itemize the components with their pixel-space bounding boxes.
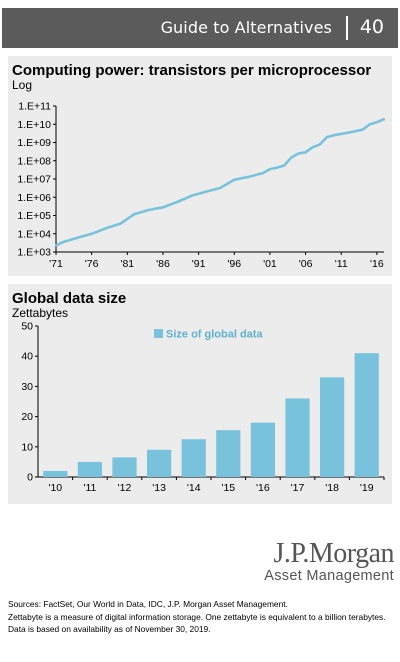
data-point [176, 200, 179, 204]
x-tick-label: '86 [156, 258, 170, 270]
x-tick-label: '11 [83, 482, 96, 494]
x-tick-label: '16 [370, 258, 384, 270]
bar-17 [285, 398, 310, 477]
page-header: Guide to Alternatives 40 [2, 8, 398, 48]
data-point [161, 206, 165, 209]
x-tick-label: '71 [49, 258, 63, 270]
y-tick-label: 20 [21, 411, 33, 423]
data-point [54, 244, 58, 247]
data-point [118, 222, 122, 226]
transistor-line-chart: 1.E+03 1.E+04 1.E+05 1.E+06 1.E+07 1.E+08 1.E+… [17, 101, 386, 270]
data-point [304, 151, 307, 154]
x-tick-label: '96 [227, 258, 241, 270]
logo-tagline: Asset Management [264, 568, 394, 584]
x-tick-label: '06 [299, 258, 313, 270]
chart-title: Global data size [12, 290, 127, 307]
y-tick-label: 1.E+03 [17, 247, 51, 259]
data-point [361, 128, 364, 131]
x-tick-label: '19 [360, 482, 374, 494]
bar-13 [146, 449, 172, 477]
header-divider [346, 16, 348, 40]
data-point [104, 227, 108, 230]
logo-name: J.P.Morgan [273, 538, 394, 569]
y-tick-label: 40 [21, 351, 33, 363]
transistor-series-line [55, 118, 385, 247]
data-point [282, 164, 286, 167]
x-tick-label: '81 [120, 258, 134, 270]
data-point [90, 232, 93, 235]
data-point [247, 175, 250, 179]
transistor-chart-panel: Computing power: transistors per micropr… [8, 56, 392, 276]
data-point [133, 212, 136, 216]
data-point [382, 117, 386, 121]
data-point [297, 152, 300, 155]
bar-10 [43, 470, 68, 477]
bar-19 [354, 353, 379, 477]
data-point [368, 123, 371, 126]
bar-18 [319, 377, 345, 477]
y-tick-label: 1.E+09 [17, 137, 51, 149]
chart-subtitle: Zettabytes [12, 306, 69, 320]
x-tick-label: '14 [187, 482, 201, 494]
footnotes: Sources: FactSet, Our World in Data, IDC… [8, 598, 396, 636]
data-point [275, 166, 279, 169]
data-point [325, 135, 329, 139]
x-tick-label: '10 [48, 482, 62, 494]
bar-11 [77, 461, 103, 477]
x-tick-label: '12 [118, 482, 132, 494]
x-tick-label: '11 [335, 258, 348, 270]
page-number: 40 [359, 16, 384, 38]
x-tick-label: '13 [152, 482, 166, 494]
data-size-bar-chart: 0 10 20 30 40 50 '10 '11 '12 '13 '14 '15 '16 '17 '18 '1… [21, 321, 385, 494]
data-point [268, 167, 272, 171]
footnote-line: Sources: FactSet, Our World in Data, IDC… [8, 599, 288, 609]
footnote-line: Zettabyte is a measure of digital inform… [8, 611, 386, 622]
data-point [347, 131, 350, 134]
y-tick-label: 1.E+10 [17, 119, 51, 131]
x-tick-label: '17 [291, 482, 305, 494]
x-tick-label: '16 [256, 482, 270, 494]
y-tick-label: 50 [21, 321, 33, 333]
bar-12 [112, 457, 137, 477]
y-tick-label: 30 [21, 381, 33, 393]
bar-14 [181, 439, 206, 477]
data-point [190, 194, 193, 198]
bar-15 [216, 430, 241, 477]
data-point [218, 186, 222, 190]
x-tick-label: '76 [85, 258, 99, 270]
data-point [204, 190, 207, 193]
y-tick-label: 1.E+07 [17, 174, 51, 186]
x-tick-label: '01 [263, 258, 277, 270]
data-point [233, 178, 236, 182]
y-tick-label: 0 [27, 472, 33, 484]
data-point [290, 156, 293, 159]
bar-16 [250, 422, 276, 477]
legend-swatch [154, 329, 163, 338]
guide-title: Guide to Alternatives [160, 18, 332, 37]
data-point [375, 120, 379, 124]
chart-title: Computing power: transistors per micropr… [12, 62, 372, 79]
footnote-line: Data is based on availability as of Nove… [8, 624, 211, 634]
y-tick-label: 1.E+05 [17, 210, 51, 222]
y-tick-label: 1.E+04 [17, 228, 51, 240]
jp-morgan-logo: J.P.Morgan Asset Management [264, 538, 394, 585]
y-tick-label: 1.E+11 [18, 101, 51, 113]
chart-subtitle: Log [12, 78, 33, 92]
data-point [261, 171, 264, 175]
data-point [147, 208, 150, 212]
data-size-chart-panel: Global data size Zettabytes 0 10 20 30 40 50 '… [8, 284, 392, 504]
data-point [318, 143, 322, 146]
data-point [311, 146, 314, 149]
data-point [332, 134, 336, 137]
legend-label: Size of global data [166, 329, 263, 341]
data-point [61, 240, 65, 244]
y-tick-label: 1.E+08 [17, 155, 51, 167]
x-tick-label: '18 [325, 482, 339, 494]
x-tick-label: '91 [192, 258, 206, 270]
data-point [76, 236, 79, 239]
y-tick-label: 1.E+06 [17, 192, 51, 204]
x-tick-label: '15 [221, 482, 235, 494]
y-tick-label: 10 [21, 441, 33, 453]
